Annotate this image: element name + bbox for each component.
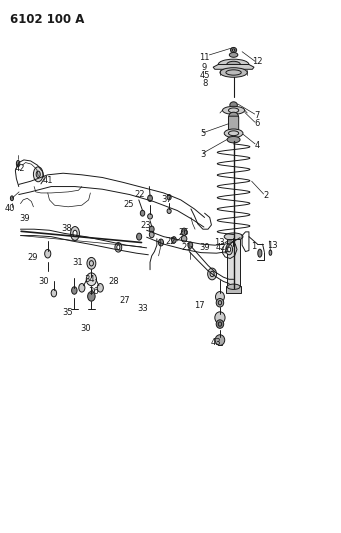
Text: 5: 5 (200, 130, 206, 138)
Text: 25: 25 (124, 200, 134, 209)
Ellipse shape (227, 61, 240, 68)
Text: 13: 13 (214, 238, 225, 247)
Text: 21: 21 (182, 244, 192, 252)
Ellipse shape (222, 106, 244, 114)
Text: 2: 2 (263, 191, 269, 200)
Ellipse shape (97, 284, 103, 292)
FancyBboxPatch shape (228, 116, 239, 130)
Ellipse shape (73, 230, 77, 237)
Ellipse shape (228, 247, 231, 252)
Text: 11: 11 (199, 53, 210, 61)
Text: 29: 29 (28, 254, 38, 262)
Text: 37: 37 (162, 195, 173, 204)
Ellipse shape (188, 242, 193, 248)
Ellipse shape (229, 53, 238, 58)
Ellipse shape (258, 249, 262, 257)
Ellipse shape (45, 249, 51, 258)
Text: 22: 22 (165, 237, 176, 246)
Text: 36: 36 (88, 287, 99, 295)
Text: 39: 39 (19, 214, 30, 223)
Text: 8: 8 (202, 79, 207, 87)
Text: 31: 31 (72, 259, 83, 267)
Text: 12: 12 (252, 58, 263, 66)
Ellipse shape (218, 59, 249, 70)
Ellipse shape (167, 208, 171, 213)
Ellipse shape (181, 236, 187, 242)
Ellipse shape (158, 239, 163, 246)
Text: 6: 6 (255, 119, 260, 127)
Text: 38: 38 (61, 224, 72, 232)
Text: 4: 4 (255, 141, 260, 150)
Text: 7: 7 (255, 111, 260, 119)
Ellipse shape (148, 214, 152, 219)
Ellipse shape (117, 245, 120, 249)
Ellipse shape (227, 136, 240, 143)
Ellipse shape (140, 211, 145, 216)
Ellipse shape (224, 129, 243, 138)
Ellipse shape (71, 227, 79, 240)
Text: 34: 34 (84, 275, 95, 284)
Text: 17: 17 (194, 302, 205, 310)
Text: 33: 33 (137, 304, 148, 312)
Ellipse shape (215, 335, 225, 345)
Text: 45: 45 (199, 71, 210, 80)
Bar (227, 239, 240, 287)
Ellipse shape (86, 273, 97, 286)
Text: 13: 13 (267, 241, 278, 249)
Ellipse shape (216, 298, 224, 307)
Ellipse shape (227, 284, 240, 289)
Ellipse shape (220, 68, 247, 77)
Ellipse shape (224, 233, 243, 240)
Ellipse shape (230, 102, 237, 108)
Ellipse shape (16, 160, 20, 167)
Text: 42: 42 (216, 244, 226, 252)
Bar (226, 286, 241, 293)
Text: 26: 26 (178, 229, 189, 237)
Ellipse shape (136, 233, 142, 240)
Ellipse shape (229, 112, 238, 120)
Ellipse shape (181, 228, 187, 236)
Text: 43: 43 (210, 338, 221, 347)
Text: 35: 35 (62, 309, 73, 317)
Ellipse shape (72, 287, 77, 294)
Text: 3: 3 (200, 150, 206, 158)
Text: 40: 40 (4, 205, 15, 213)
Ellipse shape (79, 284, 85, 292)
Ellipse shape (88, 292, 95, 301)
Ellipse shape (216, 320, 224, 328)
Ellipse shape (232, 49, 235, 51)
Ellipse shape (36, 171, 40, 177)
Text: 30: 30 (80, 324, 91, 333)
Ellipse shape (149, 226, 154, 232)
Ellipse shape (115, 243, 122, 252)
Text: 22: 22 (135, 190, 145, 198)
Text: 27: 27 (119, 296, 130, 304)
Text: 39: 39 (199, 244, 210, 252)
Text: 28: 28 (108, 277, 119, 286)
Ellipse shape (216, 292, 224, 302)
Ellipse shape (149, 231, 154, 238)
Ellipse shape (10, 196, 13, 201)
Text: 42: 42 (15, 165, 25, 173)
Ellipse shape (148, 195, 152, 201)
Text: 6102 100 A: 6102 100 A (10, 13, 85, 26)
Ellipse shape (51, 289, 57, 297)
Text: 23: 23 (140, 222, 151, 230)
Ellipse shape (172, 237, 176, 243)
Ellipse shape (87, 257, 96, 269)
Text: 9: 9 (202, 63, 207, 71)
Ellipse shape (208, 268, 217, 280)
Ellipse shape (33, 167, 43, 182)
Text: 30: 30 (38, 277, 49, 286)
Ellipse shape (215, 312, 225, 324)
Ellipse shape (231, 47, 237, 53)
Text: 41: 41 (43, 176, 53, 184)
Ellipse shape (226, 244, 233, 255)
Text: 1: 1 (251, 242, 257, 251)
Ellipse shape (269, 250, 272, 255)
Ellipse shape (167, 195, 171, 200)
Polygon shape (213, 64, 254, 69)
